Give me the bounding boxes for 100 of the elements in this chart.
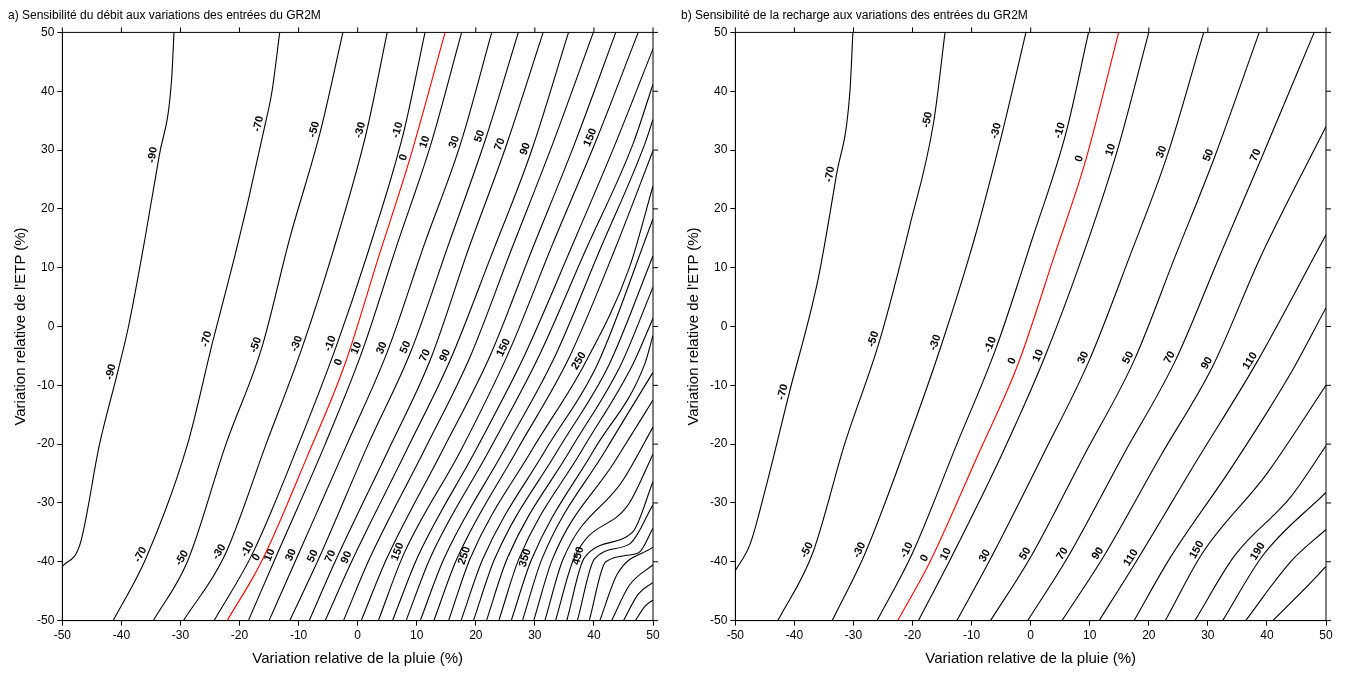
annotation: 90 — [436, 346, 453, 364]
x-tick-label: -30 — [171, 628, 190, 643]
annotation: 50 — [1199, 147, 1216, 163]
annotation: -30 — [987, 121, 1003, 140]
annotation: 70 — [1160, 348, 1178, 366]
annotation: 0 — [1071, 153, 1086, 164]
annotation: 150 — [493, 336, 513, 359]
y-tick-label: 10 — [713, 259, 728, 274]
annotation: -10 — [1050, 120, 1068, 140]
annotation: -10 — [320, 333, 338, 353]
y-tick-label: -50 — [37, 612, 55, 627]
x-tick-label: -10 — [962, 628, 981, 643]
y-tick-label: -40 — [710, 554, 728, 569]
annotation: 30 — [975, 547, 993, 564]
annotation: 150 — [1186, 538, 1206, 561]
annotation: 10 — [1029, 347, 1046, 364]
annotation: 70 — [1053, 544, 1070, 562]
chart-title: b) Sensibilité de la recharge aux variations des entrées du GR2M — [681, 7, 1028, 22]
annotation: -50 — [918, 110, 935, 129]
annotation: 50 — [396, 338, 413, 355]
x-tick-label: -50 — [53, 628, 72, 643]
annotation: 70 — [321, 547, 338, 564]
annotation: -70 — [197, 329, 214, 348]
y-tick-label: 0 — [720, 318, 728, 333]
annotation: 30 — [282, 546, 298, 563]
x-tick-label: -30 — [844, 628, 863, 643]
annotation: -30 — [849, 539, 868, 560]
y-tick-label: 30 — [40, 142, 55, 157]
y-axis-title: Variation relative de l'ETP (%) — [684, 227, 702, 426]
annotation: 70 — [1246, 146, 1263, 163]
x-tick-label: 50 — [646, 628, 660, 643]
x-tick-label: 30 — [528, 628, 542, 643]
annotation: 50 — [303, 547, 320, 564]
x-tick-label: -40 — [785, 628, 804, 643]
x-tick-label: 50 — [1319, 628, 1333, 643]
annotation: -50 — [305, 119, 322, 139]
y-tick-label: 20 — [40, 201, 55, 216]
annotation: 190 — [1247, 539, 1267, 562]
x-tick-label: 0 — [354, 628, 362, 643]
y-tick-label: -40 — [37, 554, 55, 569]
annotation: 0 — [395, 152, 410, 162]
x-tick-label: 40 — [1260, 628, 1274, 643]
annotation: 110 — [1120, 546, 1140, 568]
annotation: 30 — [445, 133, 462, 150]
annotation: 0 — [916, 552, 931, 564]
y-tick-label: 0 — [47, 318, 55, 333]
annotation: -70 — [250, 114, 266, 133]
x-axis-title: Variation relative de la pluie (%) — [925, 649, 1137, 667]
annotation: 250 — [454, 544, 473, 566]
annotation: 10 — [936, 545, 954, 562]
annotation: -50 — [797, 539, 816, 560]
annotation: -50 — [171, 547, 191, 568]
annotation: -10 — [896, 539, 915, 560]
x-tick-label: -10 — [289, 628, 308, 643]
x-tick-label: 20 — [469, 628, 483, 643]
annotation: 90 — [516, 140, 533, 157]
annotation: 30 — [373, 339, 389, 356]
annotation: -70 — [821, 165, 837, 183]
y-tick-label: 10 — [40, 259, 55, 274]
annotation: 50 — [471, 128, 487, 144]
annotation: -30 — [351, 120, 368, 140]
annotation: 150 — [580, 126, 599, 148]
annotation: -10 — [388, 120, 405, 140]
annotation: -90 — [144, 145, 160, 164]
annotation: 350 — [515, 547, 533, 569]
annotation: 150 — [387, 540, 406, 563]
x-tick-label: -50 — [726, 628, 745, 643]
y-tick-label: 50 — [713, 24, 728, 39]
annotation: -50 — [246, 334, 264, 355]
annotation: -30 — [287, 333, 305, 353]
annotation: 110 — [1239, 349, 1260, 371]
annotation: -10 — [980, 334, 999, 354]
annotation: 50 — [1016, 544, 1033, 562]
annotation: -70 — [130, 544, 149, 565]
annotation: 10 — [260, 546, 277, 563]
y-tick-label: 30 — [713, 142, 728, 157]
y-tick-label: 40 — [713, 83, 728, 98]
annotation: -90 — [102, 362, 118, 381]
y-tick-label: -20 — [37, 436, 55, 451]
annotation: 30 — [1152, 143, 1169, 160]
y-tick-label: 40 — [40, 83, 55, 98]
annotation: 10 — [1102, 141, 1118, 158]
annotation: 30 — [1074, 349, 1091, 366]
x-tick-label: -40 — [112, 628, 131, 643]
annotation: 70 — [416, 347, 433, 364]
annotation: -50 — [864, 329, 881, 349]
annotation: 450 — [569, 545, 586, 567]
annotation: 250 — [568, 349, 589, 372]
x-axis-title: Variation relative de la pluie (%) — [252, 649, 464, 667]
annotation: 0 — [1004, 355, 1019, 366]
annotation: -30 — [926, 332, 943, 352]
x-tick-label: 10 — [410, 628, 424, 643]
y-tick-label: -30 — [37, 495, 55, 510]
y-tick-label: -10 — [710, 377, 728, 392]
annotation: -70 — [774, 382, 790, 401]
y-tick-label: -10 — [37, 377, 55, 392]
annotation: 10 — [416, 134, 432, 150]
y-axis-title: Variation relative de l'ETP (%) — [11, 227, 29, 426]
y-tick-label: 50 — [40, 24, 55, 39]
annotation: 90 — [1197, 354, 1215, 372]
